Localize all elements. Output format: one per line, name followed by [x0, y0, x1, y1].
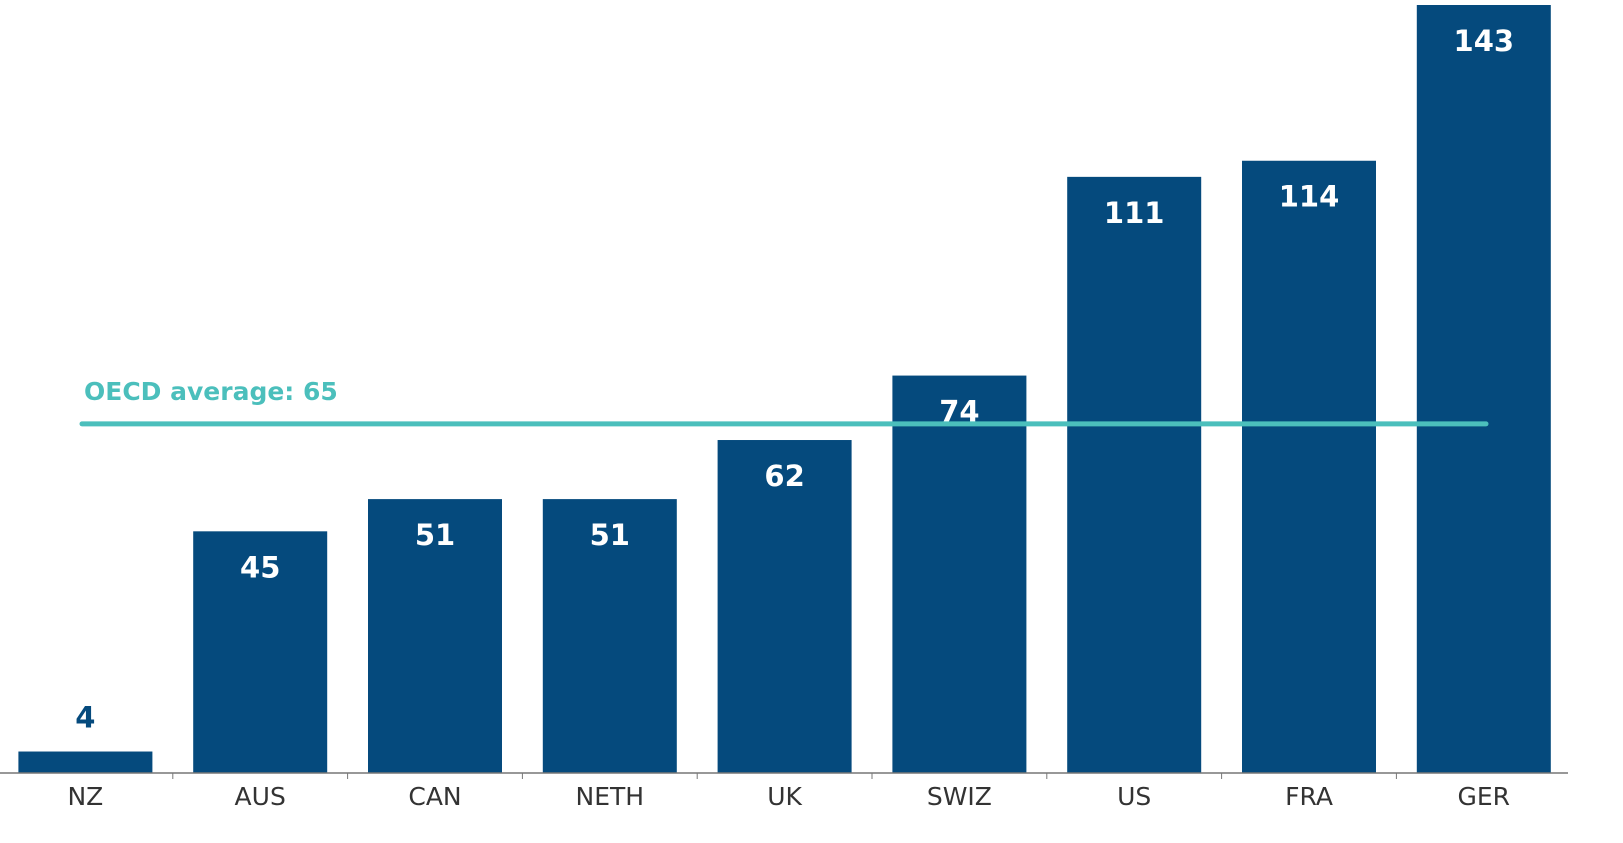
bar: [1416, 5, 1551, 773]
x-tick-label: US: [1117, 782, 1151, 811]
value-label: 51: [590, 518, 630, 552]
reference-label: OECD average: 65: [84, 377, 338, 406]
bar: [717, 440, 852, 773]
value-label: 114: [1279, 180, 1340, 214]
bar: [892, 375, 1027, 773]
value-label: 4: [75, 701, 95, 735]
value-label: 62: [764, 459, 804, 493]
value-label: 143: [1454, 24, 1515, 58]
bar: [193, 531, 328, 773]
bar: [1067, 176, 1202, 774]
x-tick-label: NETH: [576, 782, 645, 811]
x-tick-label: SWIZ: [927, 782, 992, 811]
bar: [18, 751, 153, 773]
value-label: 45: [240, 550, 280, 584]
x-tick-label: CAN: [408, 782, 461, 811]
bar: [368, 499, 502, 773]
bar: [542, 499, 677, 773]
x-tick-label: NZ: [67, 782, 103, 811]
x-tick-label: FRA: [1285, 782, 1333, 811]
bar: [1242, 160, 1376, 774]
value-label: 51: [415, 518, 455, 552]
x-tick-label: GER: [1458, 782, 1511, 811]
value-label: 111: [1104, 196, 1165, 230]
x-tick-label: UK: [767, 782, 802, 811]
x-tick-label: AUS: [235, 782, 286, 811]
